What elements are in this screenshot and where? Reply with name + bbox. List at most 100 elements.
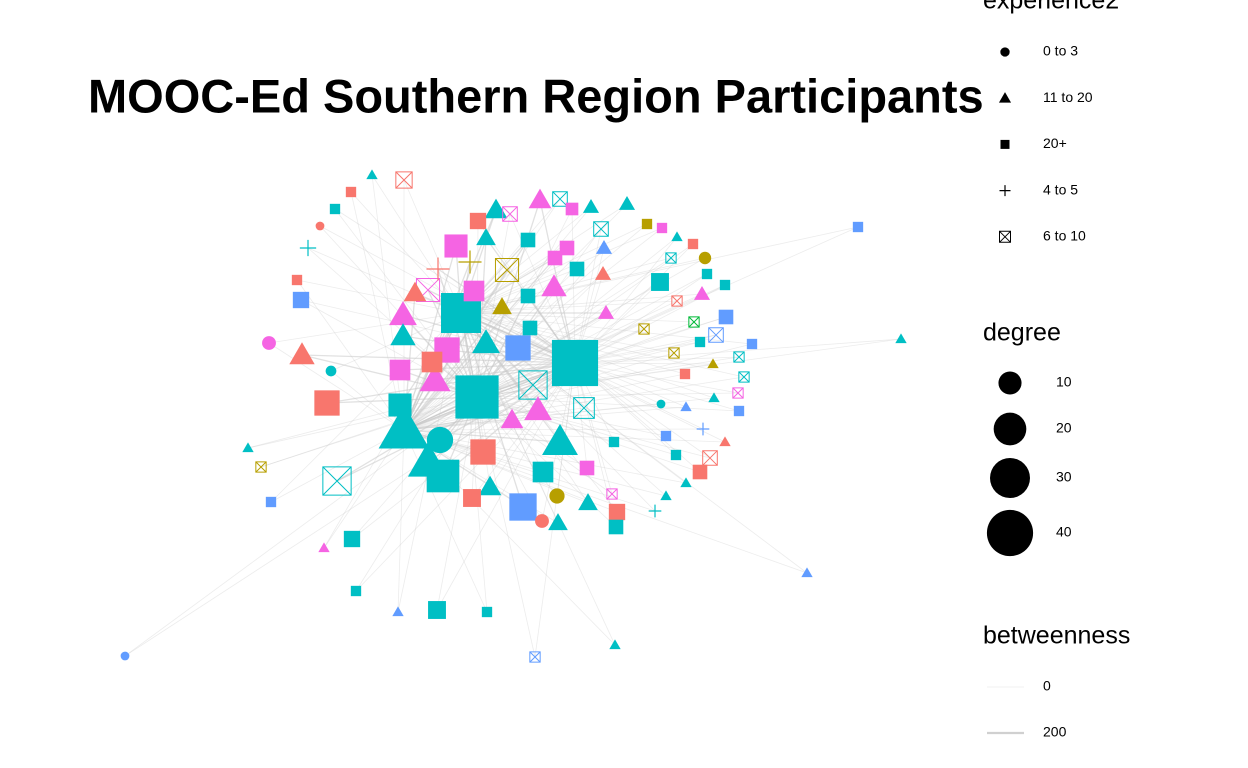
node-square — [444, 234, 468, 258]
edge — [403, 428, 704, 431]
edge — [124, 362, 576, 657]
edge — [371, 174, 405, 431]
node-square — [559, 240, 575, 256]
node-boxed-x — [708, 327, 724, 343]
edge — [476, 396, 536, 658]
node-triangle — [895, 333, 907, 344]
edge — [323, 429, 405, 549]
node-boxed-x — [732, 387, 744, 399]
node-square — [265, 496, 277, 508]
node-square — [463, 489, 481, 507]
edge — [436, 362, 576, 611]
edge — [268, 312, 462, 344]
node-square — [670, 449, 682, 461]
node-triangle — [389, 301, 417, 326]
edge — [436, 396, 478, 611]
node-circle — [656, 399, 666, 409]
legend-title: degree — [983, 319, 1061, 347]
node-triangle — [609, 639, 621, 650]
legend-size-key — [990, 458, 1030, 498]
edge — [403, 257, 672, 431]
node-square — [481, 606, 493, 618]
node-square — [660, 430, 672, 442]
edge — [571, 208, 576, 364]
node-circle — [1000, 47, 1010, 57]
node-triangle — [693, 285, 711, 300]
node-triangle — [242, 442, 254, 453]
node-square — [651, 273, 669, 291]
node-boxed-x — [395, 171, 413, 189]
node-square — [1000, 139, 1010, 149]
node-square — [291, 274, 303, 286]
node-circle — [120, 651, 130, 661]
node-square — [687, 238, 699, 250]
node-square — [656, 222, 668, 234]
edge — [476, 228, 602, 398]
legend-label: 40 — [1056, 524, 1072, 540]
legend-size-key — [993, 412, 1027, 446]
legend: 0 to 3 11 to 20 20+ 4 to 5 6 to 10 10 20 30 40 0 2… — [986, 43, 1093, 740]
edge — [476, 338, 902, 398]
node-square — [343, 530, 361, 548]
node-square — [719, 279, 731, 291]
edge — [476, 396, 667, 437]
node-triangle — [524, 396, 552, 421]
node-square — [852, 221, 864, 233]
node-boxed-x — [688, 316, 700, 328]
node-square — [733, 405, 745, 417]
node-boxed-x — [518, 370, 548, 400]
node-square — [692, 464, 708, 480]
node-square — [469, 212, 487, 230]
edge — [326, 362, 576, 404]
edge — [403, 203, 628, 431]
node-circle — [262, 336, 276, 350]
legend-size-key — [986, 509, 1034, 557]
node-layer — [120, 169, 907, 663]
edge — [247, 396, 478, 449]
edge — [476, 396, 711, 459]
node-plus — [696, 422, 710, 436]
edge — [300, 299, 478, 398]
node-triangle — [582, 198, 600, 213]
node-triangle — [500, 408, 524, 429]
edge — [403, 306, 503, 431]
node-square — [292, 291, 310, 309]
edge — [403, 409, 539, 431]
node-triangle — [671, 231, 683, 242]
node-circle — [549, 488, 565, 504]
edge — [574, 362, 739, 394]
edge — [270, 429, 405, 503]
edge — [403, 407, 585, 431]
edge — [330, 370, 405, 431]
node-square — [520, 288, 536, 304]
node-square — [329, 203, 341, 215]
legend-label: 200 — [1043, 724, 1067, 740]
node-triangle — [366, 169, 378, 180]
node-square — [579, 460, 595, 476]
edge — [476, 396, 701, 473]
node-triangle — [484, 198, 508, 219]
edge — [268, 342, 405, 431]
node-triangle — [594, 265, 612, 280]
node-triangle — [719, 436, 731, 447]
node-triangle — [578, 493, 598, 511]
node-square — [428, 601, 446, 619]
node-square — [470, 439, 496, 465]
edge — [403, 373, 686, 431]
edge — [460, 312, 745, 378]
node-square — [505, 335, 531, 361]
node-triangle — [472, 329, 500, 354]
node-triangle — [378, 404, 430, 449]
edge — [476, 392, 739, 398]
node-triangle — [541, 274, 567, 297]
node-triangle — [419, 364, 451, 392]
node-boxed-x — [255, 461, 267, 473]
node-triangle — [597, 304, 615, 319]
legend-label: 0 to 3 — [1043, 43, 1078, 59]
node-triangle — [318, 542, 330, 553]
node-circle — [698, 251, 712, 265]
legend-label: 20+ — [1043, 135, 1067, 151]
edge — [403, 245, 457, 431]
edge — [476, 284, 726, 398]
